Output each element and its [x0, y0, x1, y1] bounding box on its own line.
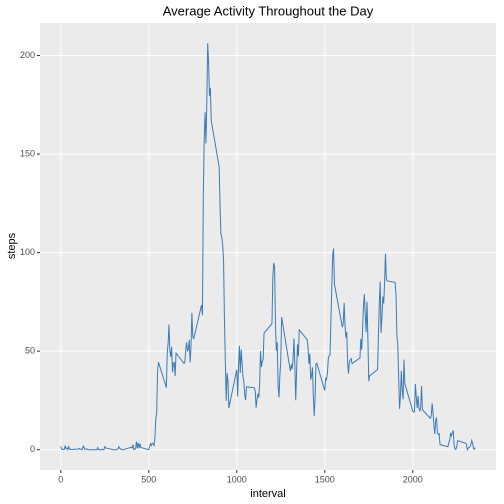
x-tick-label: 500: [141, 474, 156, 484]
x-tick-label: 1000: [227, 474, 247, 484]
y-tick-label: 200: [20, 50, 35, 60]
y-tick-label: 150: [20, 148, 35, 158]
line: [60, 43, 476, 452]
x-tick-label: 1500: [315, 474, 335, 484]
x-tick-label: 2000: [403, 474, 423, 484]
y-axis-label: steps: [6, 232, 18, 259]
x-axis-label: interval: [250, 488, 285, 500]
chart-title: Average Activity Throughout the Day: [163, 3, 374, 18]
x-tick-label: 0: [58, 474, 63, 484]
y-tick-label: 100: [20, 247, 35, 257]
panel: [40, 23, 496, 470]
y-tick-label: 0: [30, 444, 35, 454]
y-tick-label: 50: [25, 346, 35, 356]
